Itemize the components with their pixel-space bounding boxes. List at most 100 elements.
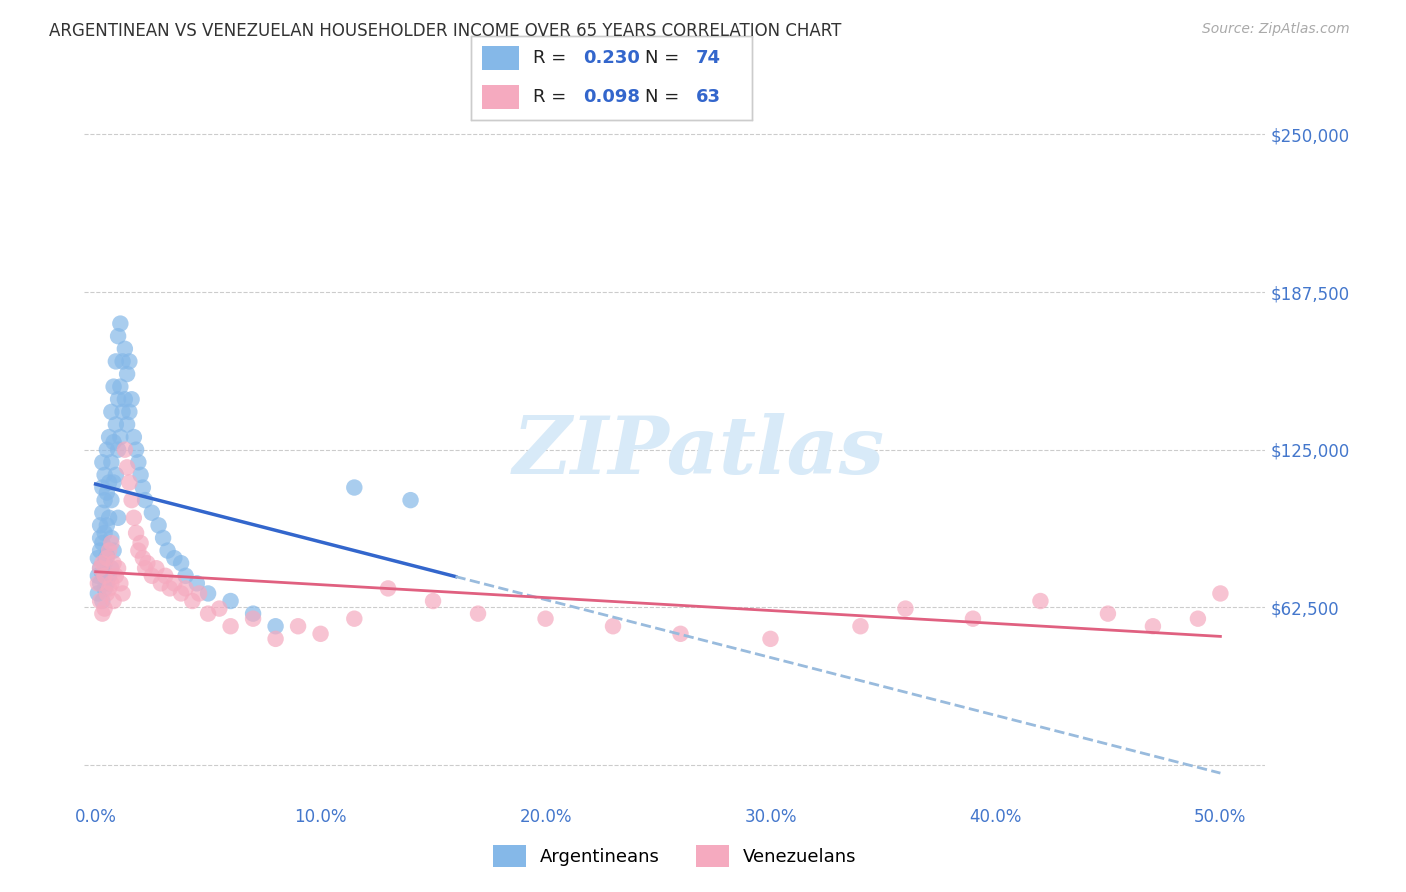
- Point: [197, 586, 219, 600]
- Point: [127, 455, 149, 469]
- Point: [91, 594, 114, 608]
- Point: [377, 582, 399, 596]
- Point: [163, 551, 186, 566]
- Point: [134, 561, 156, 575]
- Point: [170, 556, 193, 570]
- Point: [148, 518, 170, 533]
- Text: Source: ZipAtlas.com: Source: ZipAtlas.com: [1202, 22, 1350, 37]
- Point: [602, 619, 624, 633]
- Point: [103, 379, 125, 393]
- Point: [141, 569, 163, 583]
- Point: [87, 586, 110, 600]
- Point: [96, 442, 118, 457]
- Point: [287, 619, 309, 633]
- Point: [127, 543, 149, 558]
- Point: [89, 543, 111, 558]
- Point: [155, 569, 177, 583]
- Point: [110, 576, 132, 591]
- Point: [1029, 594, 1052, 608]
- Point: [91, 481, 114, 495]
- Point: [849, 619, 872, 633]
- Point: [219, 619, 242, 633]
- Point: [343, 481, 366, 495]
- Point: [100, 536, 122, 550]
- Text: ARGENTINEAN VS VENEZUELAN HOUSEHOLDER INCOME OVER 65 YEARS CORRELATION CHART: ARGENTINEAN VS VENEZUELAN HOUSEHOLDER IN…: [49, 22, 842, 40]
- Point: [309, 627, 332, 641]
- Point: [121, 392, 143, 407]
- Point: [93, 601, 115, 615]
- Point: [122, 510, 145, 524]
- Point: [96, 576, 118, 591]
- Point: [132, 551, 155, 566]
- Point: [1142, 619, 1164, 633]
- Point: [91, 455, 114, 469]
- Point: [93, 525, 115, 540]
- Point: [110, 379, 132, 393]
- Point: [264, 619, 287, 633]
- Point: [107, 561, 129, 575]
- Point: [91, 536, 114, 550]
- Point: [467, 607, 489, 621]
- Point: [100, 405, 122, 419]
- Point: [89, 594, 111, 608]
- Point: [89, 576, 111, 591]
- Point: [174, 569, 197, 583]
- Point: [962, 612, 984, 626]
- Text: 63: 63: [696, 87, 721, 105]
- Point: [87, 551, 110, 566]
- Point: [115, 417, 138, 432]
- Point: [170, 586, 193, 600]
- Point: [104, 467, 127, 482]
- Text: 0.230: 0.230: [583, 49, 640, 67]
- Point: [141, 506, 163, 520]
- Point: [100, 561, 122, 575]
- Bar: [482, 45, 519, 70]
- Point: [422, 594, 444, 608]
- Legend: Argentineans, Venezuelans: Argentineans, Venezuelans: [486, 838, 863, 874]
- Point: [110, 317, 132, 331]
- Point: [159, 582, 181, 596]
- Point: [1209, 586, 1232, 600]
- Point: [100, 493, 122, 508]
- Text: 74: 74: [696, 49, 721, 67]
- Point: [93, 556, 115, 570]
- Point: [111, 405, 134, 419]
- Point: [132, 481, 155, 495]
- Text: N =: N =: [645, 87, 685, 105]
- Point: [759, 632, 782, 646]
- Point: [114, 442, 136, 457]
- Point: [89, 561, 111, 575]
- Point: [121, 493, 143, 508]
- Point: [122, 430, 145, 444]
- Point: [1097, 607, 1119, 621]
- Point: [114, 342, 136, 356]
- Text: ZIPatlas: ZIPatlas: [512, 413, 884, 491]
- Point: [100, 576, 122, 591]
- Point: [152, 531, 174, 545]
- Point: [125, 442, 148, 457]
- Point: [100, 531, 122, 545]
- Point: [91, 607, 114, 621]
- Point: [1187, 612, 1209, 626]
- Point: [96, 518, 118, 533]
- Point: [103, 556, 125, 570]
- Point: [100, 455, 122, 469]
- Point: [118, 405, 141, 419]
- Point: [111, 586, 134, 600]
- Point: [186, 576, 208, 591]
- Text: 0.098: 0.098: [583, 87, 641, 105]
- Point: [98, 582, 121, 596]
- Point: [98, 510, 121, 524]
- Text: N =: N =: [645, 49, 685, 67]
- Point: [91, 566, 114, 581]
- Point: [208, 601, 231, 615]
- Point: [93, 569, 115, 583]
- Point: [107, 329, 129, 343]
- Point: [104, 417, 127, 432]
- Point: [188, 586, 211, 600]
- Point: [96, 551, 118, 566]
- Point: [136, 556, 159, 570]
- Point: [98, 430, 121, 444]
- Point: [93, 493, 115, 508]
- Point: [149, 576, 172, 591]
